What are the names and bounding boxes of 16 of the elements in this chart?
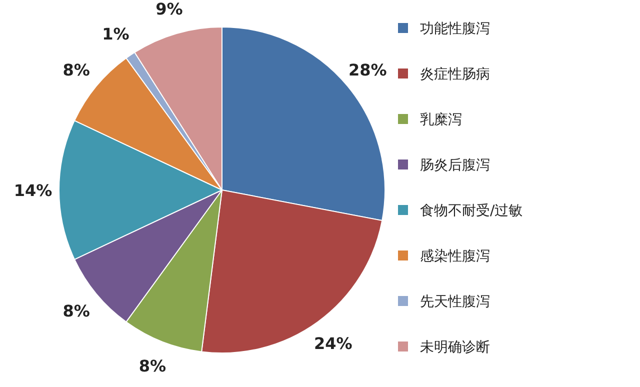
legend-label: 食物不耐受/过敏 (420, 203, 523, 219)
data-label: 9% (156, 0, 183, 19)
legend-label: 感染性腹泻 (420, 248, 490, 264)
legend-label: 肠炎后腹泻 (420, 158, 490, 174)
data-label: 24% (314, 334, 352, 353)
data-label: 8% (62, 301, 90, 320)
data-label: 8% (62, 60, 90, 80)
data-label: 8% (138, 356, 166, 376)
data-label: 14% (14, 181, 52, 200)
legend-label: 功能性腹泻 (420, 21, 490, 37)
data-label: 28% (348, 60, 387, 80)
data-label: 1% (102, 24, 130, 44)
legend-label: 炎症性肠病 (420, 66, 490, 82)
legend-label: 先天性腹泻 (420, 294, 490, 310)
legend-label: 乳糜泻 (420, 112, 462, 128)
legend-label: 未明确诊断 (420, 340, 490, 356)
